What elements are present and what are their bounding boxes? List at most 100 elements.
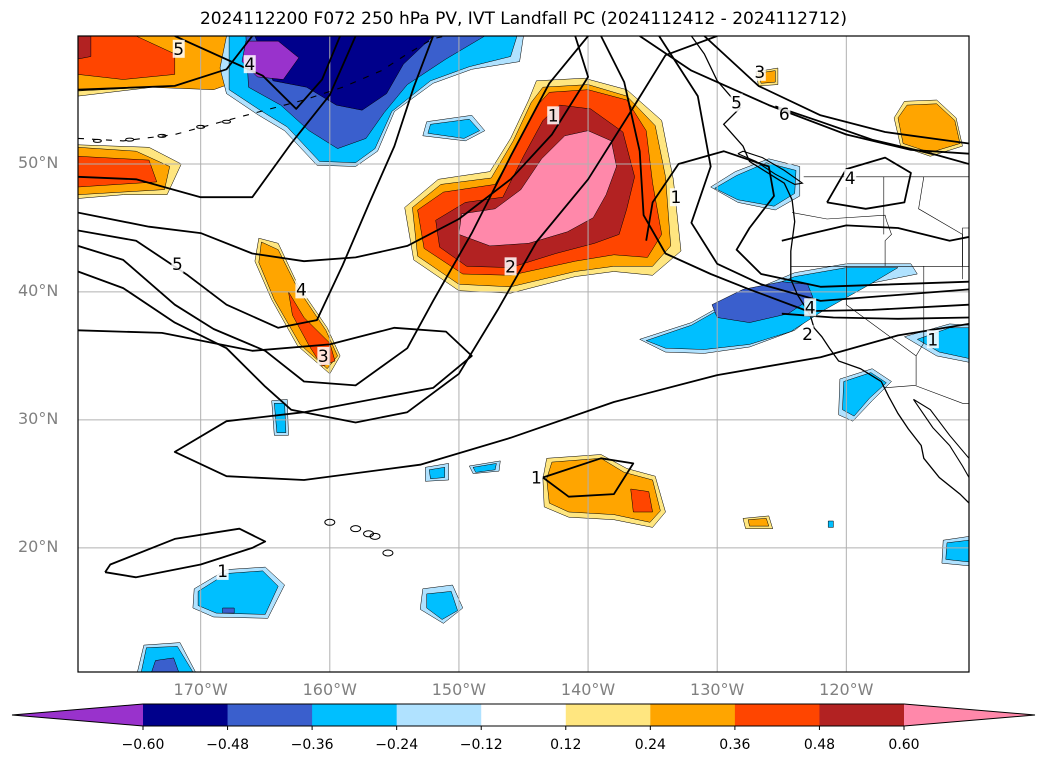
hawaii-island — [382, 549, 394, 557]
contour-label-bg — [801, 325, 814, 344]
contour-label-bg — [504, 257, 517, 276]
ivt-contour-line — [104, 527, 267, 579]
contour-label: 3 — [754, 63, 765, 83]
pv-fill-region — [714, 162, 797, 207]
latitude-label: 50°N — [18, 152, 59, 172]
pv-fill-region — [254, 36, 434, 111]
pv-fill-region — [472, 463, 497, 473]
pv-fill-region — [78, 36, 176, 80]
colorbar — [11, 703, 1036, 730]
colorbar-tick-label: −0.60 — [121, 737, 165, 753]
longitude-label: 150°W — [431, 680, 487, 699]
contour-label-bg — [669, 188, 682, 207]
ivt-contour-line — [542, 457, 635, 498]
gridlines — [78, 36, 969, 672]
ivt-contour-line — [78, 323, 969, 481]
colorbar-extend-min — [12, 704, 143, 726]
ivt-contour-line — [78, 36, 357, 199]
contour-label: 4 — [296, 280, 307, 300]
contour-label-bg — [926, 330, 939, 349]
pv-fill-region — [546, 458, 661, 523]
longitude-label: 170°W — [173, 680, 228, 699]
contour-label: 3 — [318, 347, 329, 367]
pv-fill-region — [630, 488, 653, 513]
aleutian-island — [92, 138, 102, 143]
colorbar-segment — [143, 704, 229, 726]
contour-label-bg — [730, 93, 743, 112]
contour-label-bg — [547, 106, 560, 125]
state-border — [883, 385, 969, 404]
coastlines — [78, 36, 969, 557]
contour-label-bg — [778, 105, 791, 124]
pv-fill-region — [274, 403, 287, 433]
pv-fill-region — [222, 607, 235, 614]
contour-label: 2 — [802, 325, 813, 345]
colorbar-tick-label: 0.48 — [803, 737, 836, 753]
aleutian-island — [222, 119, 231, 124]
ivt-contour-line — [78, 36, 589, 387]
contour-label: 5 — [173, 40, 184, 60]
contour-label: 1 — [670, 188, 681, 208]
ivt-contour-line — [658, 36, 969, 302]
latitude-label: 40°N — [18, 280, 59, 300]
pv-fill-region — [78, 36, 92, 60]
colorbar-segment — [312, 704, 398, 726]
ivt-contours — [78, 36, 969, 579]
ivt-contour-line — [78, 36, 434, 329]
colorbar-tick-label: 0.12 — [550, 737, 582, 753]
contour-label: 2 — [505, 257, 516, 277]
pv-fill-layer — [78, 36, 969, 672]
colorbar-segment — [396, 704, 482, 726]
contour-label-bg — [530, 468, 543, 487]
colorbar-tick-label: 0.24 — [634, 737, 666, 753]
contour-label: 1 — [531, 468, 542, 488]
vancouver-island-coastline — [737, 150, 804, 185]
north-america-coastline — [690, 36, 969, 504]
hawaii-island — [363, 530, 375, 538]
contour-label-bg — [295, 280, 308, 299]
colorbar-tick-label: −0.24 — [375, 737, 419, 753]
pv-fill-region — [945, 539, 969, 563]
colorbar-extend-max — [904, 704, 1035, 726]
gulf-of-california-coastline — [913, 398, 969, 478]
state-border — [962, 227, 969, 267]
longitude-label: 140°W — [560, 680, 616, 699]
colorbar-tick-label: −0.36 — [290, 737, 334, 753]
longitude-label: 130°W — [690, 680, 745, 699]
pv-fill-region — [842, 372, 887, 417]
contour-label: 1 — [548, 106, 559, 126]
colorbar-segment — [734, 704, 820, 726]
colorbar-segment — [481, 704, 567, 726]
pv-fill-region — [458, 130, 617, 247]
pv-fill-region — [428, 467, 445, 480]
contour-label: 1 — [217, 562, 228, 582]
colorbar-segment — [819, 704, 905, 726]
contour-label: 4 — [805, 298, 816, 318]
contour-label-bg — [171, 254, 184, 273]
contour-label: 5 — [172, 255, 183, 275]
pv-fill-region — [151, 657, 179, 672]
longitude-label: 120°W — [819, 680, 874, 699]
contour-label-bg — [804, 298, 817, 317]
contour-label: 5 — [731, 94, 742, 114]
aleutian-coastline — [78, 36, 447, 142]
contour-label: 1 — [927, 330, 938, 350]
hawaii-island — [324, 518, 336, 526]
ivt-contour-line — [78, 36, 589, 263]
contour-label: 4 — [244, 55, 255, 75]
contour-label-bg — [844, 169, 857, 188]
ivt-contour-line — [78, 36, 254, 91]
hawaii-island — [350, 525, 362, 533]
ivt-contour-line — [775, 105, 969, 165]
map-frame — [77, 35, 970, 673]
ivt-contour-line — [781, 224, 969, 242]
pv-fill-region — [747, 518, 770, 527]
aleutian-island — [157, 133, 167, 138]
aleutian-island — [196, 124, 206, 129]
colorbar-tick-label: 0.36 — [719, 737, 751, 753]
pv-fill-region — [241, 40, 300, 80]
ivt-contour-line — [600, 36, 969, 313]
latitude-label: 30°N — [18, 408, 59, 428]
